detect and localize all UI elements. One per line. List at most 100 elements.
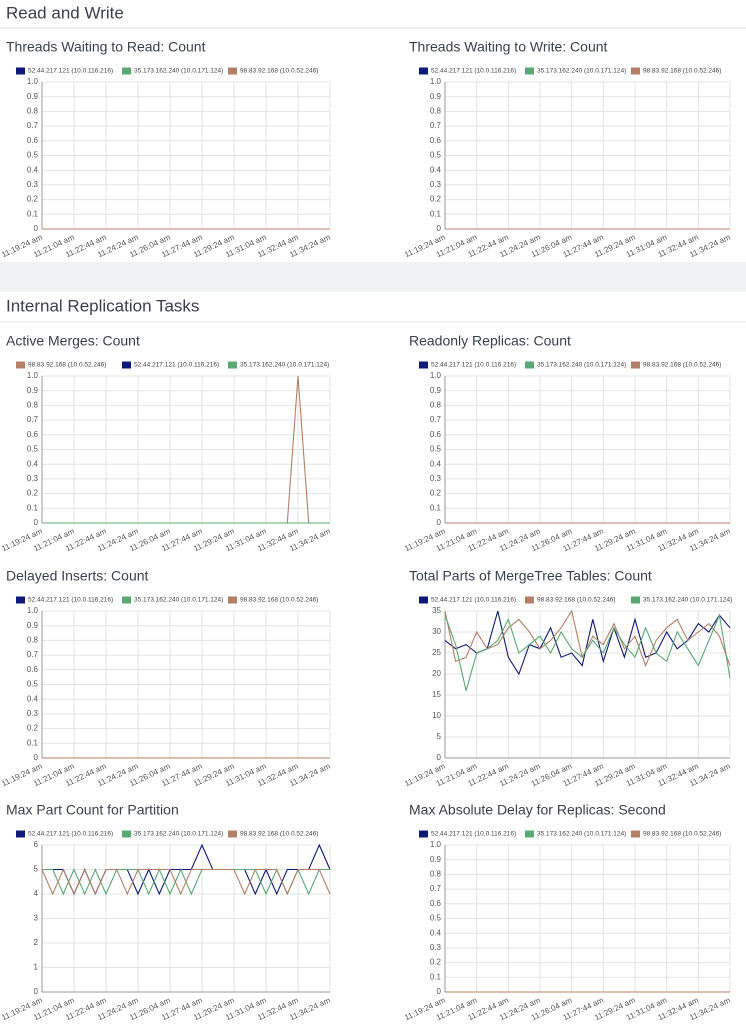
y-tick-label: 0.4 [27, 165, 39, 174]
legend-label: 98.83.92.168 (10.0.52.246) [643, 362, 721, 369]
y-tick-label: 15 [432, 690, 441, 699]
legend-label: 35.173.162.240 (10.0.171.124) [643, 597, 732, 604]
series-line [41, 868, 331, 896]
chart-title: Active Merges: Count [6, 333, 140, 349]
y-tick-label: 0.3 [430, 180, 442, 189]
legend-label: 52.44.217.121 (10.0.116.216) [431, 597, 516, 604]
y-tick-label: 0.1 [27, 738, 39, 747]
y-tick-label: 30 [432, 627, 441, 636]
y-tick-label: 0.2 [27, 195, 39, 204]
y-tick-label: 0.8 [27, 401, 39, 410]
legend-swatch [419, 830, 428, 838]
y-tick-label: 0.1 [430, 503, 442, 512]
legend-swatch [228, 67, 237, 75]
y-tick-label: 0.5 [430, 151, 442, 160]
legend-label: 35.173.162.240 (10.0.171.124) [537, 68, 626, 75]
y-tick-label: 10 [432, 711, 441, 720]
y-tick-label: 1.0 [27, 371, 39, 380]
series-line [444, 609, 731, 668]
legend-swatch [525, 830, 534, 838]
y-tick-label: 0.4 [430, 165, 442, 174]
legend-label: 52.44.217.121 (10.0.116.216) [134, 362, 219, 369]
legend-swatch [16, 596, 25, 604]
y-tick-label: 0.7 [430, 884, 442, 893]
y-tick-label: 3 [34, 914, 39, 923]
y-tick-label: 1.0 [430, 77, 442, 86]
legend-swatch [631, 596, 640, 604]
legend-swatch [228, 830, 237, 838]
y-tick-label: 0.1 [27, 503, 39, 512]
y-tick-label: 0.8 [430, 401, 442, 410]
chart-title: Threads Waiting to Read: Count [6, 39, 206, 55]
y-tick-label: 0.8 [430, 107, 442, 116]
y-tick-label: 0 [437, 518, 442, 527]
legend-swatch [419, 596, 428, 604]
y-tick-label: 0.2 [27, 724, 39, 733]
legend-swatch [228, 596, 237, 604]
legend-swatch [525, 596, 534, 604]
legend-label: 35.173.162.240 (10.0.171.124) [240, 362, 329, 369]
legend-swatch [525, 67, 534, 75]
y-tick-label: 0 [437, 224, 442, 233]
y-tick-label: 0.5 [27, 151, 39, 160]
y-tick-label: 0.3 [430, 943, 442, 952]
legend-label: 52.44.217.121 (10.0.116.216) [431, 68, 516, 75]
y-tick-label: 0.4 [27, 694, 39, 703]
legend-swatch [122, 830, 131, 838]
y-tick-label: 0.9 [27, 386, 39, 395]
legend-label: 52.44.217.121 (10.0.116.216) [431, 362, 516, 369]
legend-label: 52.44.217.121 (10.0.116.216) [431, 831, 516, 838]
y-tick-label: 0 [34, 987, 39, 996]
y-tick-label: 0.3 [27, 709, 39, 718]
legend-label: 35.173.162.240 (10.0.171.124) [134, 597, 223, 604]
y-tick-label: 0.7 [430, 121, 442, 130]
y-tick-label: 0.6 [430, 430, 442, 439]
section-title: Internal Replication Tasks [6, 296, 199, 315]
chart-title: Total Parts of MergeTree Tables: Count [409, 568, 652, 584]
legend-label: 98.83.92.168 (10.0.52.246) [28, 362, 106, 369]
section-title: Read and Write [6, 3, 124, 22]
legend-swatch [16, 67, 25, 75]
y-tick-label: 2 [34, 938, 39, 947]
series-line [444, 610, 731, 676]
y-tick-label: 0 [34, 518, 39, 527]
y-tick-label: 0.1 [27, 209, 39, 218]
y-tick-label: 0.3 [430, 474, 442, 483]
y-tick-label: 0.9 [27, 92, 39, 101]
legend-label: 52.44.217.121 (10.0.116.216) [28, 597, 113, 604]
y-tick-label: 0.9 [430, 386, 442, 395]
y-tick-label: 0 [34, 224, 39, 233]
y-tick-label: 0.4 [27, 459, 39, 468]
legend-swatch [419, 67, 428, 75]
y-tick-label: 1.0 [27, 77, 39, 86]
y-tick-label: 35 [432, 606, 441, 615]
y-tick-label: 0.5 [430, 914, 442, 923]
legend-swatch [525, 361, 534, 369]
legend-label: 98.83.92.168 (10.0.52.246) [643, 831, 721, 838]
y-tick-label: 0.7 [27, 415, 39, 424]
y-tick-label: 0.5 [27, 680, 39, 689]
y-tick-label: 0.9 [430, 855, 442, 864]
legend-label: 52.44.217.121 (10.0.116.216) [28, 68, 113, 75]
y-tick-label: 0 [437, 753, 442, 762]
section-divider [0, 262, 746, 292]
legend-swatch [122, 67, 131, 75]
y-tick-label: 4 [34, 889, 39, 898]
legend-swatch [631, 830, 640, 838]
legend-label: 35.173.162.240 (10.0.171.124) [537, 831, 626, 838]
chart-title: Max Part Count for Partition [6, 802, 179, 818]
y-tick-label: 0.1 [430, 209, 442, 218]
y-tick-label: 0 [34, 753, 39, 762]
y-tick-label: 0.7 [27, 650, 39, 659]
y-tick-label: 0.2 [430, 195, 442, 204]
legend-label: 35.173.162.240 (10.0.171.124) [134, 68, 223, 75]
y-tick-label: 0.2 [430, 489, 442, 498]
legend-swatch [419, 361, 428, 369]
legend-label: 98.83.92.168 (10.0.52.246) [240, 831, 318, 838]
legend-label: 52.44.217.121 (10.0.116.216) [28, 831, 113, 838]
legend-swatch [122, 361, 131, 369]
y-tick-label: 0.7 [430, 415, 442, 424]
y-tick-label: 0.6 [27, 665, 39, 674]
y-tick-label: 0.3 [27, 474, 39, 483]
